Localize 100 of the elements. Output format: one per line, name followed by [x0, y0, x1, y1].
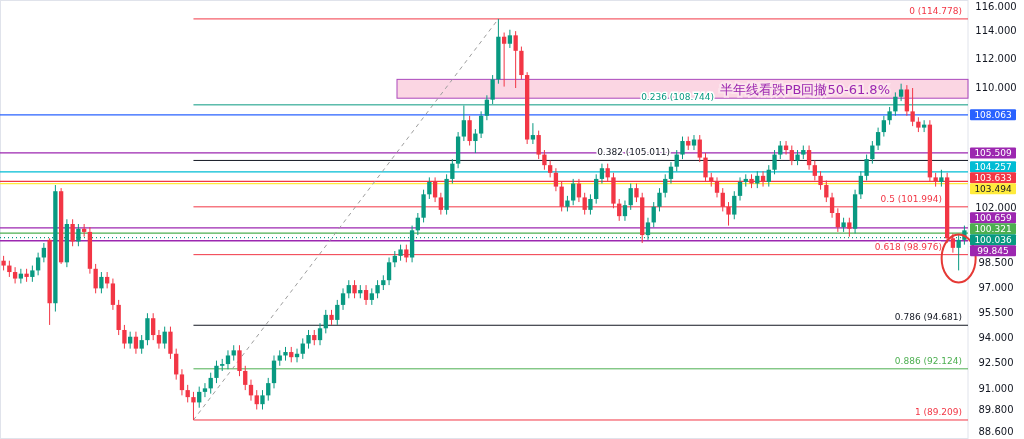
candlestick [254, 389, 259, 410]
candlestick [870, 140, 875, 165]
candlestick [237, 344, 242, 377]
candlestick [789, 145, 794, 166]
candlestick [691, 134, 697, 151]
y-tick-label: 98.500 [978, 257, 1014, 269]
candlestick [162, 326, 167, 350]
candlestick [875, 127, 881, 151]
y-tick-label: 92.500 [978, 357, 1014, 369]
candlestick [622, 200, 628, 222]
candlestick [858, 170, 863, 200]
y-tick-label: 89.800 [978, 404, 1014, 416]
candlestick [168, 326, 173, 360]
ref-line-label: 105.509 [974, 148, 1012, 159]
candlestick [674, 149, 679, 172]
y-tick-label: 94.000 [978, 331, 1014, 343]
candlestick [266, 377, 271, 402]
y-tick-label: 97.000 [978, 281, 1014, 293]
y-tick-label: 112.000 [975, 52, 1017, 64]
candlestick [864, 154, 869, 181]
ref-line-label: 108.063 [974, 110, 1012, 121]
candlestick [806, 145, 812, 171]
ref-line-label: 104.257 [974, 162, 1012, 173]
ref-line-label: 0.886 (92.124) [894, 355, 962, 366]
candlestick [363, 284, 369, 306]
candlestick [628, 183, 633, 211]
candlestick [697, 134, 702, 163]
candlestick [35, 252, 41, 276]
y-tick-label: 110.000 [975, 81, 1017, 93]
candlestick [133, 331, 139, 355]
candlestick [306, 329, 311, 350]
y-tick-label: 91.000 [978, 383, 1014, 395]
y-tick-label: 95.500 [978, 306, 1014, 318]
candlestick [634, 183, 639, 203]
candlestick [300, 337, 305, 360]
candlestick [110, 278, 116, 311]
candlestick [737, 176, 743, 202]
candlestick [225, 349, 231, 370]
ref-line-label: 100.659 [974, 213, 1012, 224]
candlestick [145, 312, 150, 346]
candlestick [260, 389, 265, 410]
candlestick [904, 84, 910, 117]
candlestick [881, 115, 887, 138]
candlestick [847, 217, 852, 238]
candlestick [352, 279, 357, 299]
candlestick [139, 334, 144, 355]
ref-line-label: 103.633 [974, 173, 1012, 184]
ref-line-label: 103.494 [974, 184, 1012, 195]
candlestick [680, 136, 685, 160]
candlestick [513, 30, 518, 89]
candlestick [202, 382, 208, 398]
candlestick [243, 365, 248, 391]
candlestick [323, 309, 328, 334]
candlestick [93, 263, 98, 294]
candlestick [99, 271, 104, 294]
ref-line-label: 0.618 (98.976) [874, 241, 942, 252]
ref-line-label: 0.786 (94.681) [894, 312, 962, 323]
candlestick [271, 354, 277, 389]
y-tick-label: 102.000 [975, 201, 1017, 213]
candlestick [766, 164, 771, 188]
candlestick [599, 163, 605, 185]
candlestick [778, 140, 783, 160]
candlestick [501, 32, 507, 88]
ref-line-label: 100.321 [974, 224, 1012, 235]
band-label: 半年线看跌PB回撤50-61.8% [719, 81, 890, 97]
candlestick [340, 287, 346, 311]
candlestick [594, 173, 599, 205]
candlestick [122, 324, 127, 350]
candlestick [179, 368, 185, 396]
candlestick [386, 256, 392, 286]
candlestick [588, 193, 593, 216]
ref-line-label: 0.236 (108.744) [641, 91, 714, 102]
candlestick [657, 187, 662, 212]
candlestick [910, 87, 915, 127]
candlestick [450, 158, 455, 185]
ref-line-label: 0 (114.778) [909, 5, 962, 16]
candlestick [663, 173, 668, 198]
candlestick [645, 217, 651, 241]
candlestick [317, 322, 323, 346]
candlestick [467, 115, 472, 147]
candlestick [174, 348, 179, 381]
candlestick [921, 119, 927, 133]
candlestick [772, 149, 777, 175]
candlestick [12, 266, 18, 284]
y-tick-label: 116.000 [975, 1, 1017, 12]
ref-line-label: 1 (89.209) [914, 406, 962, 417]
candlestick [375, 279, 380, 299]
ref-line-label: 100.036 [974, 235, 1012, 246]
candlestick [530, 122, 536, 145]
candlestick [898, 83, 904, 102]
candlestick [151, 312, 156, 341]
candlestick [732, 190, 737, 220]
candlestick [427, 176, 432, 200]
y-tick-label: 114.000 [975, 24, 1017, 36]
candlestick [76, 223, 81, 247]
candlestick [70, 218, 75, 247]
candlestick [571, 178, 576, 206]
candlestick [18, 268, 24, 284]
ref-line-label: 0.5 (101.994) [880, 193, 942, 204]
candlestick [478, 110, 484, 139]
